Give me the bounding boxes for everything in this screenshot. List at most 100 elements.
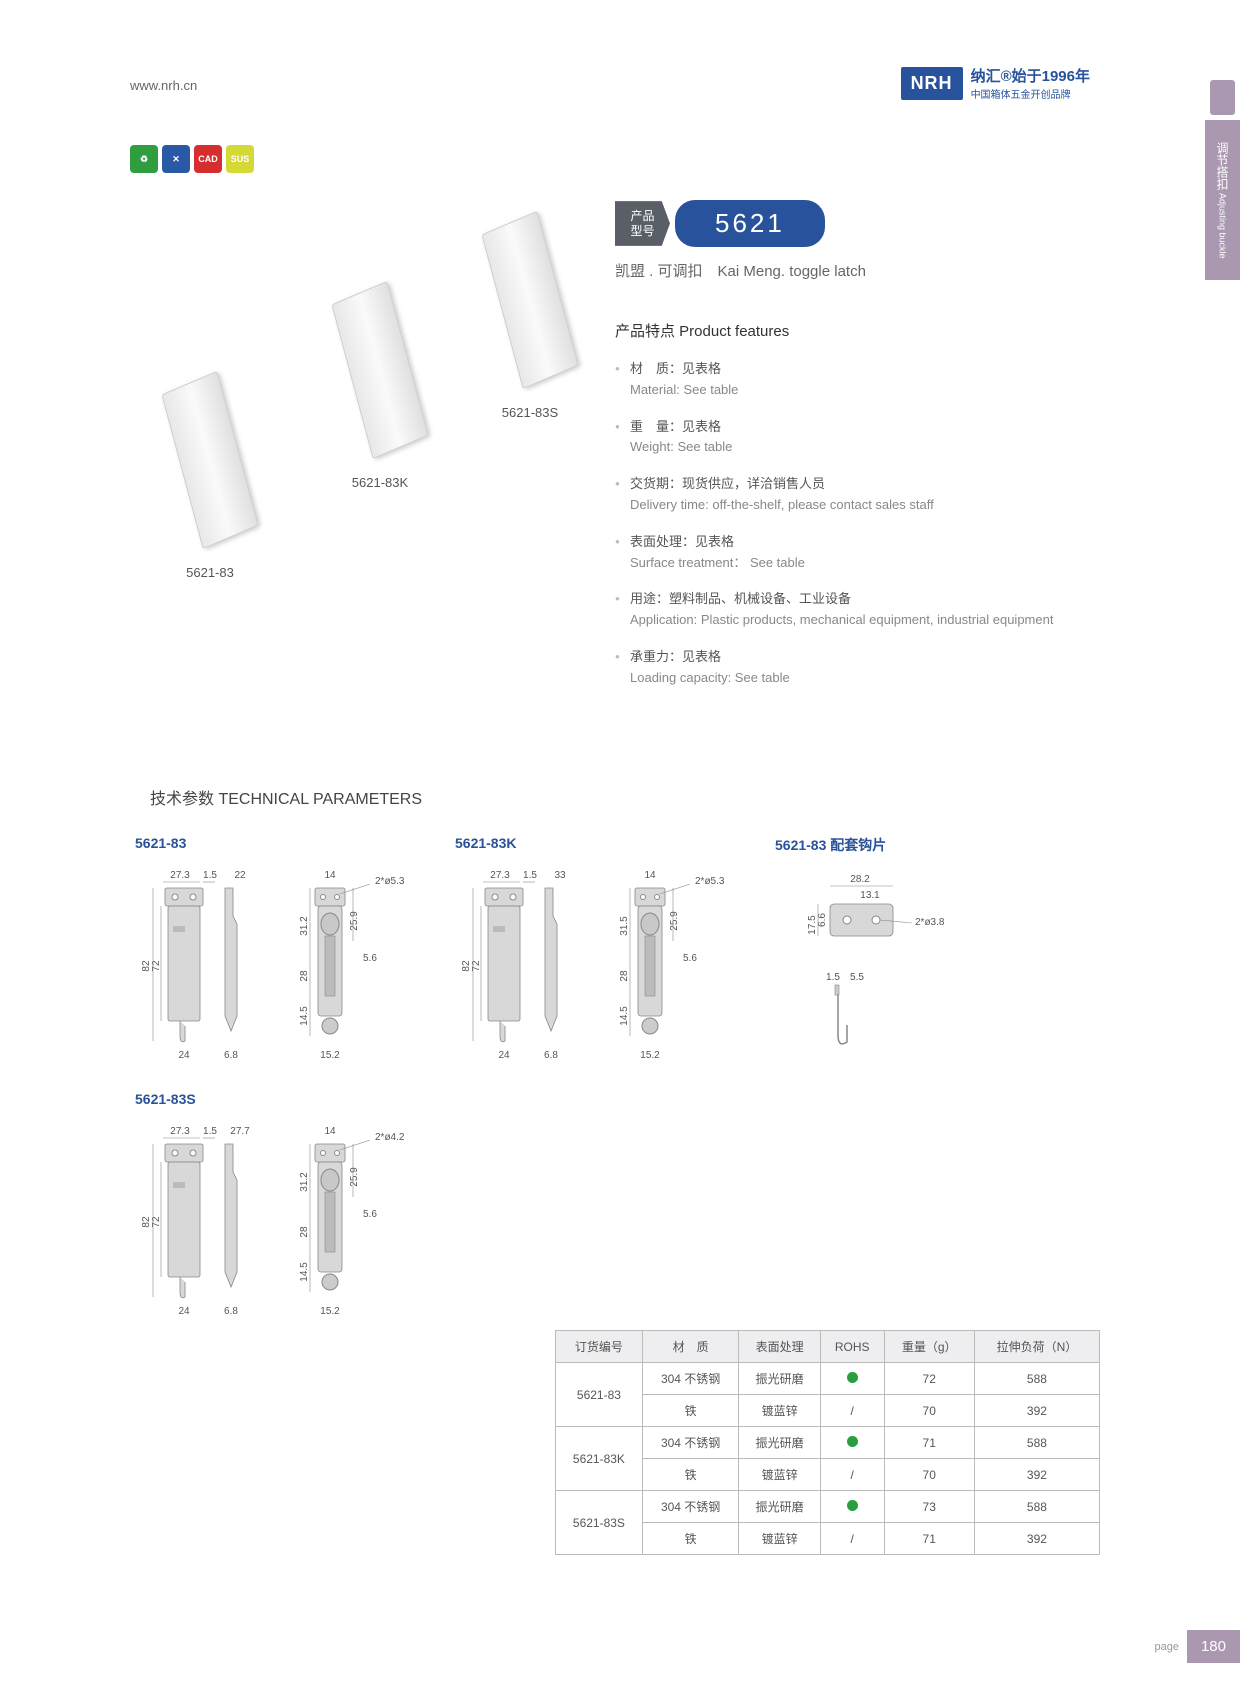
table-cell: 振光研磨 bbox=[739, 1491, 820, 1523]
table-cell: 70 bbox=[884, 1395, 974, 1427]
table-cell: 392 bbox=[974, 1459, 1099, 1491]
svg-text:5.6: 5.6 bbox=[363, 953, 377, 964]
svg-text:5.6: 5.6 bbox=[363, 1209, 377, 1220]
feature-item: 承重力：见表格Loading capacity: See table bbox=[615, 647, 1095, 689]
table-cell: 588 bbox=[974, 1491, 1099, 1523]
technical-diagrams: 5621-83 27.31.5228272246.8142*ø5.331.225… bbox=[135, 835, 1105, 1347]
latch-1: 5621-83 bbox=[140, 380, 280, 580]
table-header: 表面处理 bbox=[739, 1331, 820, 1363]
tech-params-title: 技术参数 TECHNICAL PARAMETERS bbox=[150, 785, 422, 809]
sus-icon: SUS bbox=[226, 145, 254, 173]
logo-cn: 纳汇®始于1996年 bbox=[971, 65, 1090, 86]
table-cell: 71 bbox=[884, 1523, 974, 1555]
svg-text:15.2: 15.2 bbox=[320, 1050, 340, 1061]
product-photo-area: 5621-83 5621-83K 5621-83S bbox=[130, 210, 580, 580]
table-row: 5621-83K304 不锈钢振光研磨71588 bbox=[556, 1427, 1100, 1459]
table-cell: 304 不锈钢 bbox=[642, 1363, 739, 1395]
svg-text:6.8: 6.8 bbox=[224, 1306, 238, 1317]
rohs-cell bbox=[820, 1491, 884, 1523]
product-subtitle: 凯盟 . 可调扣 Kai Meng. toggle latch bbox=[615, 260, 866, 281]
table-cell: 70 bbox=[884, 1459, 974, 1491]
table-cell: 71 bbox=[884, 1427, 974, 1459]
svg-text:72: 72 bbox=[151, 1216, 162, 1228]
logo-sub: 中国箱体五金开创品牌 bbox=[971, 86, 1090, 101]
svg-text:15.2: 15.2 bbox=[320, 1306, 340, 1317]
product-number-header: 产品 型号 5621 bbox=[615, 200, 825, 247]
svg-text:5.6: 5.6 bbox=[683, 953, 697, 964]
svg-text:24: 24 bbox=[178, 1050, 190, 1061]
svg-text:1.5: 1.5 bbox=[203, 1126, 217, 1137]
svg-text:14: 14 bbox=[644, 870, 656, 881]
svg-text:2*ø4.2: 2*ø4.2 bbox=[375, 1132, 405, 1143]
svg-text:24: 24 bbox=[498, 1050, 510, 1061]
diagram-5621-83: 5621-83 27.31.5228272246.8142*ø5.331.225… bbox=[135, 835, 415, 1061]
svg-text:13.1: 13.1 bbox=[860, 890, 880, 901]
table-cell: / bbox=[820, 1459, 884, 1491]
table-cell: 304 不锈钢 bbox=[642, 1427, 739, 1459]
svg-text:22: 22 bbox=[234, 870, 246, 881]
svg-text:27.3: 27.3 bbox=[170, 1126, 190, 1137]
page-footer: page 180 bbox=[1154, 1630, 1240, 1663]
svg-text:14.5: 14.5 bbox=[619, 1006, 630, 1026]
tools-icon: ✕ bbox=[162, 145, 190, 173]
table-header: ROHS bbox=[820, 1331, 884, 1363]
svg-text:2*ø5.3: 2*ø5.3 bbox=[695, 876, 725, 887]
svg-text:31.2: 31.2 bbox=[299, 916, 310, 936]
category-tab: 调节搭扣 Adjusting buckle bbox=[1205, 120, 1240, 280]
feature-item: 交货期：现货供应，详洽销售人员Delivery time: off-the-sh… bbox=[615, 474, 1095, 516]
svg-text:6.6: 6.6 bbox=[817, 913, 828, 927]
svg-text:6.8: 6.8 bbox=[224, 1050, 238, 1061]
svg-text:1.5: 1.5 bbox=[826, 972, 840, 983]
table-cell: 镀蓝锌 bbox=[739, 1459, 820, 1491]
svg-text:14.5: 14.5 bbox=[299, 1006, 310, 1026]
latch-2-label: 5621-83K bbox=[352, 475, 408, 490]
svg-text:15.2: 15.2 bbox=[640, 1050, 660, 1061]
order-code: 5621-83K bbox=[556, 1427, 643, 1491]
features-title: 产品特点 Product features bbox=[615, 320, 1095, 341]
svg-text:2*ø5.3: 2*ø5.3 bbox=[375, 876, 405, 887]
svg-text:5.5: 5.5 bbox=[850, 972, 864, 983]
latch-2: 5621-83K bbox=[310, 290, 450, 490]
feature-icon-row: ♻ ✕ CAD SUS bbox=[130, 145, 254, 173]
svg-text:31.5: 31.5 bbox=[619, 916, 630, 936]
svg-text:33: 33 bbox=[554, 870, 566, 881]
svg-text:27.3: 27.3 bbox=[490, 870, 510, 881]
diag-label-4: 5621-83S bbox=[135, 1091, 415, 1107]
svg-text:6.8: 6.8 bbox=[544, 1050, 558, 1061]
latch-3-label: 5621-83S bbox=[502, 405, 558, 420]
feature-item: 用途：塑料制品、机械设备、工业设备Application: Plastic pr… bbox=[615, 589, 1095, 631]
svg-text:2*ø3.8: 2*ø3.8 bbox=[915, 917, 945, 928]
tab-en: Adjusting buckle bbox=[1218, 193, 1228, 259]
svg-text:1.5: 1.5 bbox=[523, 870, 537, 881]
diag-label-3: 5621-83 配套钩片 bbox=[775, 835, 955, 855]
svg-text:27.7: 27.7 bbox=[230, 1126, 250, 1137]
diag-label-2: 5621-83K bbox=[455, 835, 735, 851]
page-header: www.nrh.cn NRH 纳汇®始于1996年 中国箱体五金开创品牌 bbox=[0, 60, 1240, 120]
logo-mark: NRH bbox=[901, 67, 963, 100]
feature-item: 表面处理：见表格Surface treatment： See table bbox=[615, 532, 1095, 574]
table-cell: 镀蓝锌 bbox=[739, 1523, 820, 1555]
spec-table: 订货编号材 质表面处理ROHS重量（g）拉伸负荷（N）5621-83304 不锈… bbox=[555, 1330, 1100, 1555]
product-features: 产品特点 Product features 材 质：见表格Material: S… bbox=[615, 320, 1095, 705]
product-number: 5621 bbox=[675, 200, 825, 247]
table-header: 拉伸负荷（N） bbox=[974, 1331, 1099, 1363]
svg-text:28: 28 bbox=[299, 1226, 310, 1238]
eco-icon: ♻ bbox=[130, 145, 158, 173]
rohs-cell bbox=[820, 1363, 884, 1395]
order-code: 5621-83 bbox=[556, 1363, 643, 1427]
site-url: www.nrh.cn bbox=[130, 78, 197, 93]
table-cell: 铁 bbox=[642, 1523, 739, 1555]
table-header: 材 质 bbox=[642, 1331, 739, 1363]
page-number: 180 bbox=[1187, 1630, 1240, 1663]
svg-text:14: 14 bbox=[324, 870, 336, 881]
table-cell: 铁 bbox=[642, 1459, 739, 1491]
svg-text:25.9: 25.9 bbox=[349, 1167, 360, 1187]
diagram-5621-83S: 5621-83S 27.31.527.78272246.8142*ø4.231.… bbox=[135, 1091, 415, 1317]
diagram-5621-83K: 5621-83K 27.31.5338272246.8142*ø5.331.52… bbox=[455, 835, 735, 1061]
svg-text:25.9: 25.9 bbox=[669, 911, 680, 931]
table-header: 订货编号 bbox=[556, 1331, 643, 1363]
table-row: 5621-83304 不锈钢振光研磨72588 bbox=[556, 1363, 1100, 1395]
table-cell: 588 bbox=[974, 1427, 1099, 1459]
table-cell: 588 bbox=[974, 1363, 1099, 1395]
table-cell: 铁 bbox=[642, 1395, 739, 1427]
